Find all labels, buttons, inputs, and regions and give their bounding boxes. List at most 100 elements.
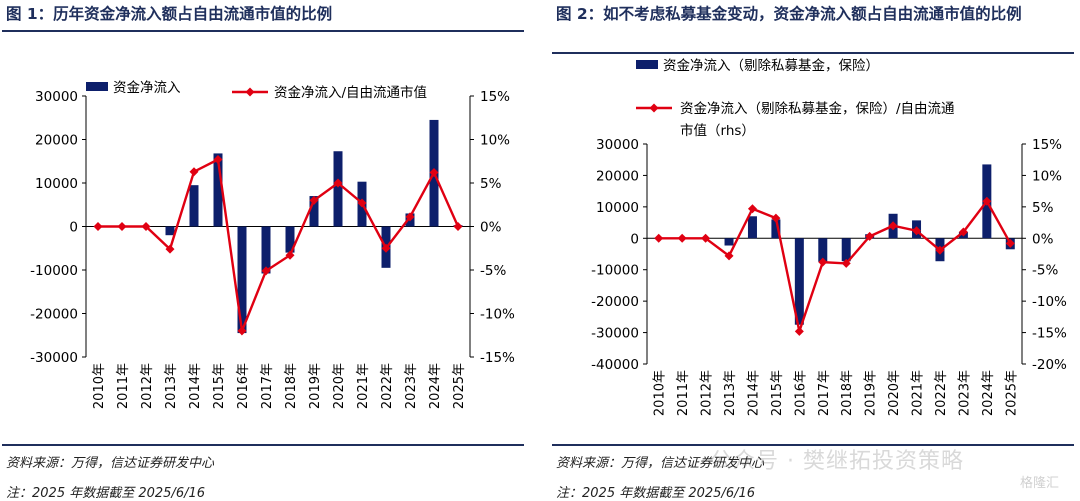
y-tick-label-left: 20000 [35, 133, 78, 149]
line-point [165, 244, 175, 254]
line-point [453, 222, 463, 231]
date-note: 注：2025 年数据截至 2025/6/16 [6, 486, 206, 501]
x-tick-label: 2025年 [452, 363, 467, 409]
bar [165, 226, 175, 236]
legend-line-label: 资金净流入（剔除私募基金，保险）/自由流通 [680, 100, 955, 117]
legend-line-marker [245, 87, 255, 97]
bar [261, 226, 271, 274]
bar [213, 153, 223, 227]
x-tick-label: 2013年 [723, 370, 738, 416]
date-note: 注：2025 年数据截至 2025/6/16 [556, 486, 756, 501]
line-point [701, 233, 711, 243]
line-point [747, 204, 757, 214]
x-tick-label: 2020年 [887, 370, 902, 416]
bar [237, 226, 247, 334]
bar [818, 238, 828, 262]
y-tick-label-right: 0% [1032, 231, 1054, 247]
x-tick-label: 2025年 [1004, 370, 1019, 416]
y-tick-label-left: 0 [630, 231, 639, 247]
watermark-logo: 格隆汇 [1020, 476, 1060, 491]
bar [724, 238, 734, 246]
y-tick-label-left: -20000 [30, 307, 78, 323]
chart-1: -30000 -20000 -10000 0 10000 20000 30000 -15% -1… [30, 80, 515, 409]
x-tick-label: 2010年 [653, 370, 668, 416]
x-tick-label: 2019年 [308, 363, 323, 409]
x-tick-label: 2017年 [260, 363, 275, 409]
line-point [261, 266, 271, 276]
y-tick-label-right: -5% [1032, 263, 1058, 279]
legend-line-label: 市值（rhs） [680, 122, 755, 139]
line-point [237, 326, 247, 336]
x-tick-label: 2011年 [116, 363, 131, 409]
y-tick-label-right: 0% [480, 220, 502, 236]
x-tick-label: 2018年 [284, 363, 299, 409]
y-tick-label-right: 15% [480, 89, 510, 105]
y-tick-label-left: 0 [69, 220, 78, 236]
line-point [841, 258, 851, 268]
y-tick-label-left: 20000 [596, 168, 639, 184]
x-tick-label: 2016年 [236, 363, 251, 409]
y-tick-label-right: 10% [1032, 168, 1062, 184]
line-point [285, 250, 295, 260]
line-point [794, 326, 804, 336]
bar [747, 216, 757, 239]
x-tick-label: 2013年 [164, 363, 179, 409]
y-tick-label-left: -10000 [30, 263, 78, 279]
x-tick-label: 2015年 [212, 363, 227, 409]
x-tick-label: 2024年 [981, 370, 996, 416]
line-point [213, 155, 223, 165]
bar [794, 238, 804, 325]
line-point [381, 243, 391, 253]
x-tick-label: 2018年 [840, 370, 855, 416]
x-tick-label: 2023年 [957, 370, 972, 416]
figure-title: 图 2：如不考虑私募基金变动，资金净流入额占自由流通市值的比例 [556, 5, 1022, 23]
line-point [357, 198, 367, 208]
legend-bar-label: 资金净流入（剔除私募基金，保险） [663, 57, 879, 74]
y-tick-label-right: -10% [1032, 294, 1067, 310]
x-tick-label: 2023年 [404, 363, 419, 409]
x-tick-label: 2012年 [700, 370, 715, 416]
y-tick-label-left: 10000 [35, 176, 78, 192]
bar [333, 151, 343, 227]
x-tick-label: 2019年 [864, 370, 879, 416]
source-note: 资料来源：万得，信达证券研发中心 [556, 456, 765, 471]
watermark: 公众号 · 樊继拓投资策略 [710, 449, 964, 474]
y-tick-label-left: -30000 [30, 350, 78, 366]
y-tick-label-right: 5% [1032, 200, 1054, 216]
y-tick-label-left: -10000 [591, 263, 639, 279]
bar [189, 185, 199, 227]
x-tick-label: 2011年 [676, 370, 691, 416]
y-tick-label-left: -30000 [591, 326, 639, 342]
x-tick-label: 2024年 [428, 363, 443, 409]
x-tick-label: 2017年 [817, 370, 832, 416]
y-tick-label-left: 30000 [596, 137, 639, 153]
line-point [958, 227, 968, 237]
line-point [93, 222, 103, 231]
line-point [429, 168, 439, 178]
x-tick-label: 2010年 [92, 363, 107, 409]
source-note: 资料来源：万得，信达证券研发中心 [6, 456, 215, 471]
line-point [141, 222, 151, 231]
line-point [333, 178, 343, 188]
figure-1-panel: 图 1：历年资金净流入额占自由流通市值的比例 -30000 -20000 -1000… [0, 0, 530, 501]
title-rule [552, 52, 1074, 54]
y-tick-label-left: -20000 [591, 294, 639, 310]
line-point [654, 233, 664, 243]
y-tick-label-left: 10000 [596, 200, 639, 216]
legend-line-marker [649, 103, 659, 113]
legend-bar-label: 资金净流入 [113, 80, 181, 96]
bar [841, 238, 851, 262]
x-tick-label: 2020年 [332, 363, 347, 409]
figure-title: 图 1：历年资金净流入额占自由流通市值的比例 [6, 5, 333, 23]
figure-2-panel: 图 2：如不考虑私募基金变动，资金净流入额占自由流通市值的比例 -40000 -3… [550, 0, 1080, 501]
source-rule [2, 444, 524, 446]
y-tick-label-left: 30000 [35, 89, 78, 105]
x-tick-label: 2022年 [934, 370, 949, 416]
line-point [771, 213, 781, 223]
line-series [98, 157, 460, 336]
bar [309, 196, 319, 227]
title-rule [2, 30, 524, 32]
line-point [677, 233, 687, 243]
legend-bar-swatch [86, 82, 108, 91]
x-tick-label: 2016年 [793, 370, 808, 416]
